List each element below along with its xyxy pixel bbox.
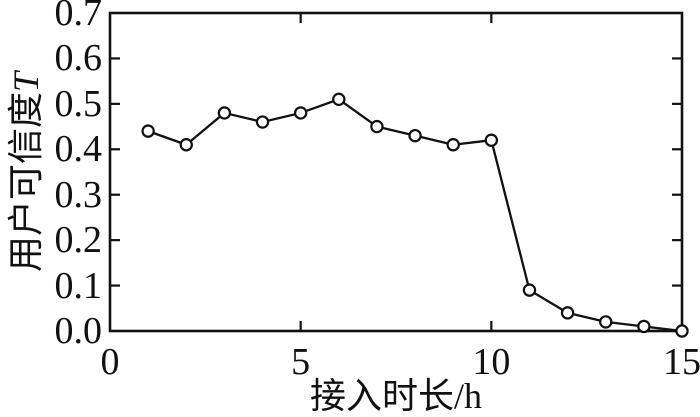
data-point-marker [522,283,537,297]
x-tick-label: 0 [100,341,120,383]
data-point-marker [370,119,384,134]
plot-frame [108,11,684,333]
data-point-marker [675,324,689,338]
y-tick-label: 0.6 [54,37,103,80]
y-tick-label: 0.7 [54,0,103,34]
data-point-marker [637,319,651,334]
x-axis-title: 接入时长/h [309,376,483,416]
x-tick-label: 10 [472,341,511,383]
data-point-marker [179,138,193,152]
data-point-marker [141,124,155,138]
x-tick-label: 15 [663,341,700,383]
y-tick-label: 0.5 [54,82,103,125]
data-point-marker [217,106,232,120]
data-point-marker [255,115,270,129]
data-point-marker [332,92,346,107]
y-tick-label: 0.1 [54,264,103,307]
data-point-marker [446,138,460,152]
y-tick-label: 0.2 [54,219,103,262]
y-tick-label: 0.0 [54,310,103,352]
data-point-marker [484,133,499,147]
data-point-marker [408,128,422,143]
y-tick-label: 0.4 [54,128,103,171]
data-point-marker [599,315,613,329]
data-point-marker [560,306,575,320]
data-point-marker [293,106,308,120]
x-tick-label: 5 [291,341,311,383]
y-tick-label: 0.3 [54,173,103,216]
